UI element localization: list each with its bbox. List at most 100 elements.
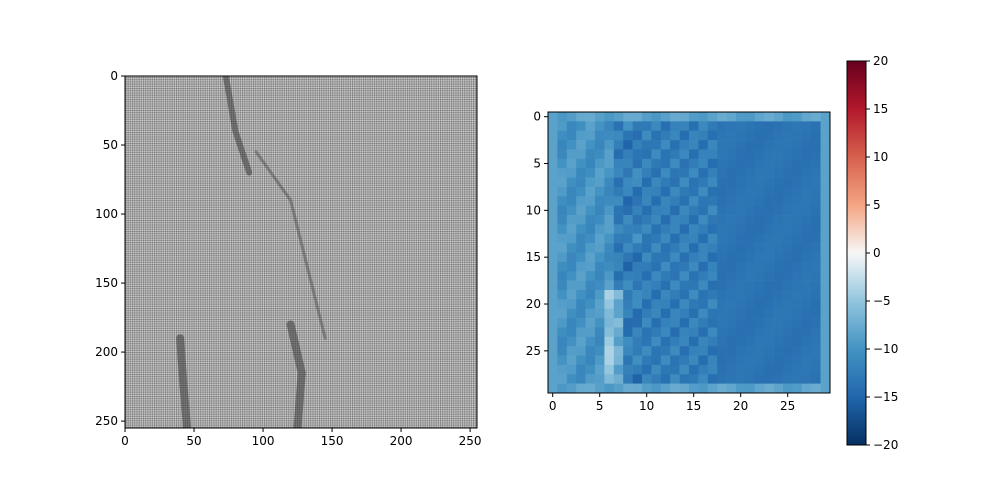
heatmap-cell	[707, 383, 718, 394]
heatmap-cell	[754, 252, 765, 263]
heatmap-cell	[670, 243, 680, 253]
heatmap-cell	[623, 130, 633, 141]
heatmap-cell	[585, 383, 596, 394]
heatmap-cell	[736, 233, 746, 244]
heatmap-cell	[689, 318, 699, 328]
heatmap-cell	[651, 261, 662, 272]
heatmap-cell	[764, 327, 774, 338]
heatmap-cell	[783, 130, 793, 141]
heatmap-cell	[660, 308, 671, 319]
heatmap-cell	[792, 280, 803, 291]
heatmap-cell	[670, 149, 680, 160]
heatmap-cell	[642, 215, 652, 225]
heatmap-cell	[773, 261, 784, 272]
heatmap-cell	[566, 196, 577, 206]
heatmap-cell	[660, 130, 671, 141]
heatmap-cell	[811, 215, 821, 225]
heatmap-cell	[764, 308, 774, 319]
heatmap-cell	[557, 243, 568, 253]
heatmap-cell	[651, 383, 662, 394]
heatmap-cell	[736, 140, 746, 150]
heatmap-cell	[566, 252, 577, 263]
heatmap-cell	[773, 364, 784, 375]
heatmap-cell	[548, 261, 558, 272]
heatmap-cell	[792, 224, 803, 235]
heatmap-cell	[623, 233, 633, 244]
heatmap-cell	[820, 215, 831, 225]
heatmap-cell	[764, 149, 774, 160]
heatmap-cell	[764, 346, 774, 356]
heatmap-cell	[604, 149, 615, 160]
heatmap-cell	[792, 271, 803, 281]
heatmap-cell	[576, 121, 586, 132]
heatmap-cell	[557, 383, 568, 394]
heatmap-cell	[651, 355, 662, 366]
heatmap-cell	[642, 271, 652, 281]
heatmap-cell	[642, 318, 652, 328]
heatmap-cell	[632, 383, 643, 394]
heatmap-cell	[820, 196, 831, 206]
heatmap-cell	[557, 158, 568, 169]
colorbar-tick-label: 10	[873, 150, 888, 164]
heatmap-cell	[754, 318, 765, 328]
heatmap-cell	[595, 374, 605, 384]
heatmap-cell	[707, 289, 718, 300]
heatmap-cell	[801, 374, 812, 384]
heatmap-cell	[585, 140, 596, 150]
heatmap-cell	[754, 186, 765, 197]
heatmap-cell	[585, 374, 596, 384]
heatmap-cell	[707, 158, 718, 169]
heatmap-cell	[717, 374, 727, 384]
heatmap-cell	[585, 318, 596, 328]
heatmap-cell	[689, 121, 699, 132]
heatmap-cell	[604, 186, 615, 197]
heatmap-cell	[736, 215, 746, 225]
heatmap-cell	[707, 140, 718, 150]
heatmap-cell	[679, 289, 690, 300]
heatmap-cell	[726, 158, 737, 169]
heatmap-cell	[754, 112, 765, 122]
heatmap-cell	[754, 289, 765, 300]
heatmap-cell	[679, 196, 690, 206]
heatmap-cell	[679, 383, 690, 394]
heatmap-cell	[566, 280, 577, 291]
heatmap-cell	[613, 346, 624, 356]
heatmap-cell	[576, 318, 586, 328]
heatmap-cell	[604, 158, 615, 169]
heatmap-cell	[623, 121, 633, 132]
heatmap-cell	[632, 336, 643, 347]
heatmap-cell	[773, 346, 784, 356]
heatmap-cell	[745, 346, 756, 356]
heatmap-cell	[660, 280, 671, 291]
heatmap-cell	[576, 336, 586, 347]
heatmap-cell	[745, 318, 756, 328]
heatmap-cell	[642, 186, 652, 197]
heatmap-cell	[792, 215, 803, 225]
heatmap-cell	[623, 289, 633, 300]
heatmap-cell	[726, 383, 737, 394]
heatmap-cell	[773, 280, 784, 291]
heatmap-cell	[566, 149, 577, 160]
heatmap-cell	[632, 261, 643, 272]
heatmap-cell	[642, 130, 652, 141]
heatmap-cell	[632, 112, 643, 122]
heatmap-cell	[595, 205, 605, 216]
heatmap-cell	[679, 205, 690, 216]
heatmap-cell	[698, 355, 709, 366]
left-xtick-label: 250	[459, 434, 482, 448]
heatmap-cell	[613, 355, 624, 366]
heatmap-cell	[773, 130, 784, 141]
heatmap-cell	[548, 205, 558, 216]
heatmap-cell	[576, 289, 586, 300]
heatmap-cell	[717, 383, 727, 394]
heatmap-cell	[811, 261, 821, 272]
heatmap-cell	[585, 271, 596, 281]
heatmap-cell	[585, 186, 596, 197]
heatmap-cell	[613, 224, 624, 235]
heatmap-cell	[670, 289, 680, 300]
heatmap-cell	[717, 346, 727, 356]
heatmap-cell	[548, 355, 558, 366]
heatmap-cell	[773, 215, 784, 225]
heatmap-cell	[764, 318, 774, 328]
heatmap-cell	[660, 346, 671, 356]
